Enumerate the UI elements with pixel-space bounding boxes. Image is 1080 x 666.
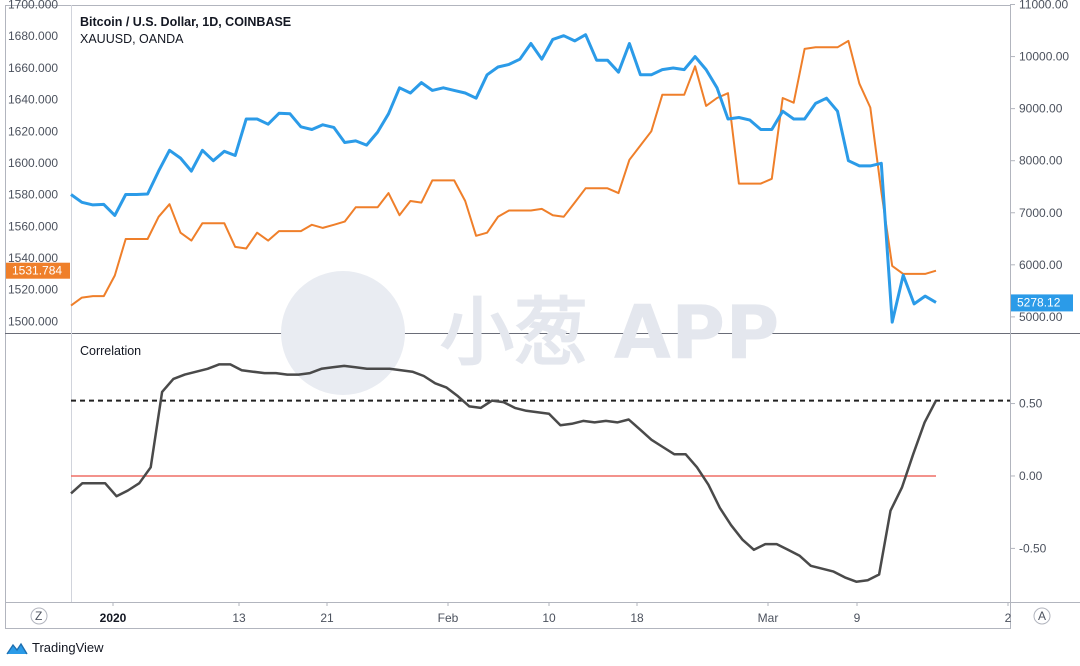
left-axis-tick-label: 1620.000	[8, 124, 58, 138]
left-axis-tick-label: 1580.000	[8, 188, 58, 202]
watermark-logo-icon	[281, 271, 405, 395]
right-axis-tick-label: 8000.00	[1019, 154, 1063, 168]
right-axis-ticks: 5000.00 6000.00 7000.00 8000.00 9000.00 10000…	[1010, 0, 1069, 324]
right-axis-tick-label: 6000.00	[1019, 258, 1063, 272]
time-axis-tick-label: Feb	[438, 611, 459, 625]
tradingview-logo-icon	[6, 642, 28, 654]
time-axis-tick-label: 9	[854, 611, 861, 625]
time-axis-tick-label: 2020	[100, 611, 127, 625]
correlation-axis-ticks: 0.50 0.00 -0.50	[1010, 397, 1047, 555]
left-axis-tick-label: 1540.000	[8, 251, 58, 265]
gold-price-line	[70, 39, 937, 307]
correlation-line	[70, 363, 938, 583]
right-axis-tick-label: 10000.00	[1019, 50, 1069, 64]
auto-scale-a-button[interactable]: A	[1033, 607, 1051, 625]
chart-title: Bitcoin / U.S. Dollar, 1D, COINBASE	[80, 15, 291, 29]
time-axis-tick-label: 13	[232, 611, 246, 625]
left-axis-tick-label: 1660.000	[8, 61, 58, 75]
correlation-axis-tick-label: -0.50	[1019, 541, 1047, 555]
z-button-label: Z	[35, 609, 42, 623]
left-axis-tick-label: 1500.000	[8, 314, 58, 328]
auto-scale-z-button[interactable]: Z	[30, 607, 48, 625]
correlation-axis-tick-label: 0.50	[1019, 397, 1043, 411]
btc-last-value: 5278.12	[1017, 295, 1061, 309]
left-axis-tick-label: 1520.000	[8, 283, 58, 297]
watermark: 小葱 APP	[281, 271, 780, 395]
correlation-axis-tick-label: 0.00	[1019, 469, 1043, 483]
a-button-label: A	[1038, 609, 1046, 623]
right-axis-tick-label: 5000.00	[1019, 310, 1063, 324]
btc-last-value-badge: 5278.12	[1011, 294, 1073, 312]
time-axis-tick-label: 21	[320, 611, 334, 625]
reference-lines	[71, 399, 1010, 477]
bitcoin-price-line	[70, 33, 937, 324]
left-axis-ticks: 1500.000 1520.000 1540.000 1560.000 1580.000…	[8, 0, 58, 328]
left-axis-tick-label: 1640.000	[8, 93, 58, 107]
time-axis-tick-label: 2	[1005, 611, 1012, 625]
tradingview-branding[interactable]: TradingView	[6, 640, 104, 655]
time-axis-tick-label: 18	[630, 611, 644, 625]
right-axis-tick-label: 9000.00	[1019, 102, 1063, 116]
left-axis-tick-label: 1560.000	[8, 219, 58, 233]
left-axis-tick-label: 1680.000	[8, 29, 58, 43]
correlation-title: Correlation	[80, 344, 141, 358]
time-axis-tick-label: Mar	[758, 611, 779, 625]
chart-subtitle: XAUUSD, OANDA	[80, 32, 184, 46]
right-axis-tick-label: 7000.00	[1019, 206, 1063, 220]
gold-last-value: 1531.784	[12, 264, 62, 278]
tradingview-text: TradingView	[32, 640, 104, 655]
gold-last-value-badge: 1531.784	[6, 262, 70, 279]
watermark-text: 小葱 APP	[440, 290, 780, 376]
time-axis-tick-label: 10	[542, 611, 556, 625]
time-axis-ticks: 2020 13 21 Feb 10 18 Mar 9 2	[100, 602, 1012, 625]
series-lines	[70, 33, 938, 583]
left-axis-tick-label: 1600.000	[8, 156, 58, 170]
right-axis-tick-label: 11000.00	[1019, 0, 1068, 12]
left-axis-tick-label: 1700.000	[8, 0, 58, 12]
